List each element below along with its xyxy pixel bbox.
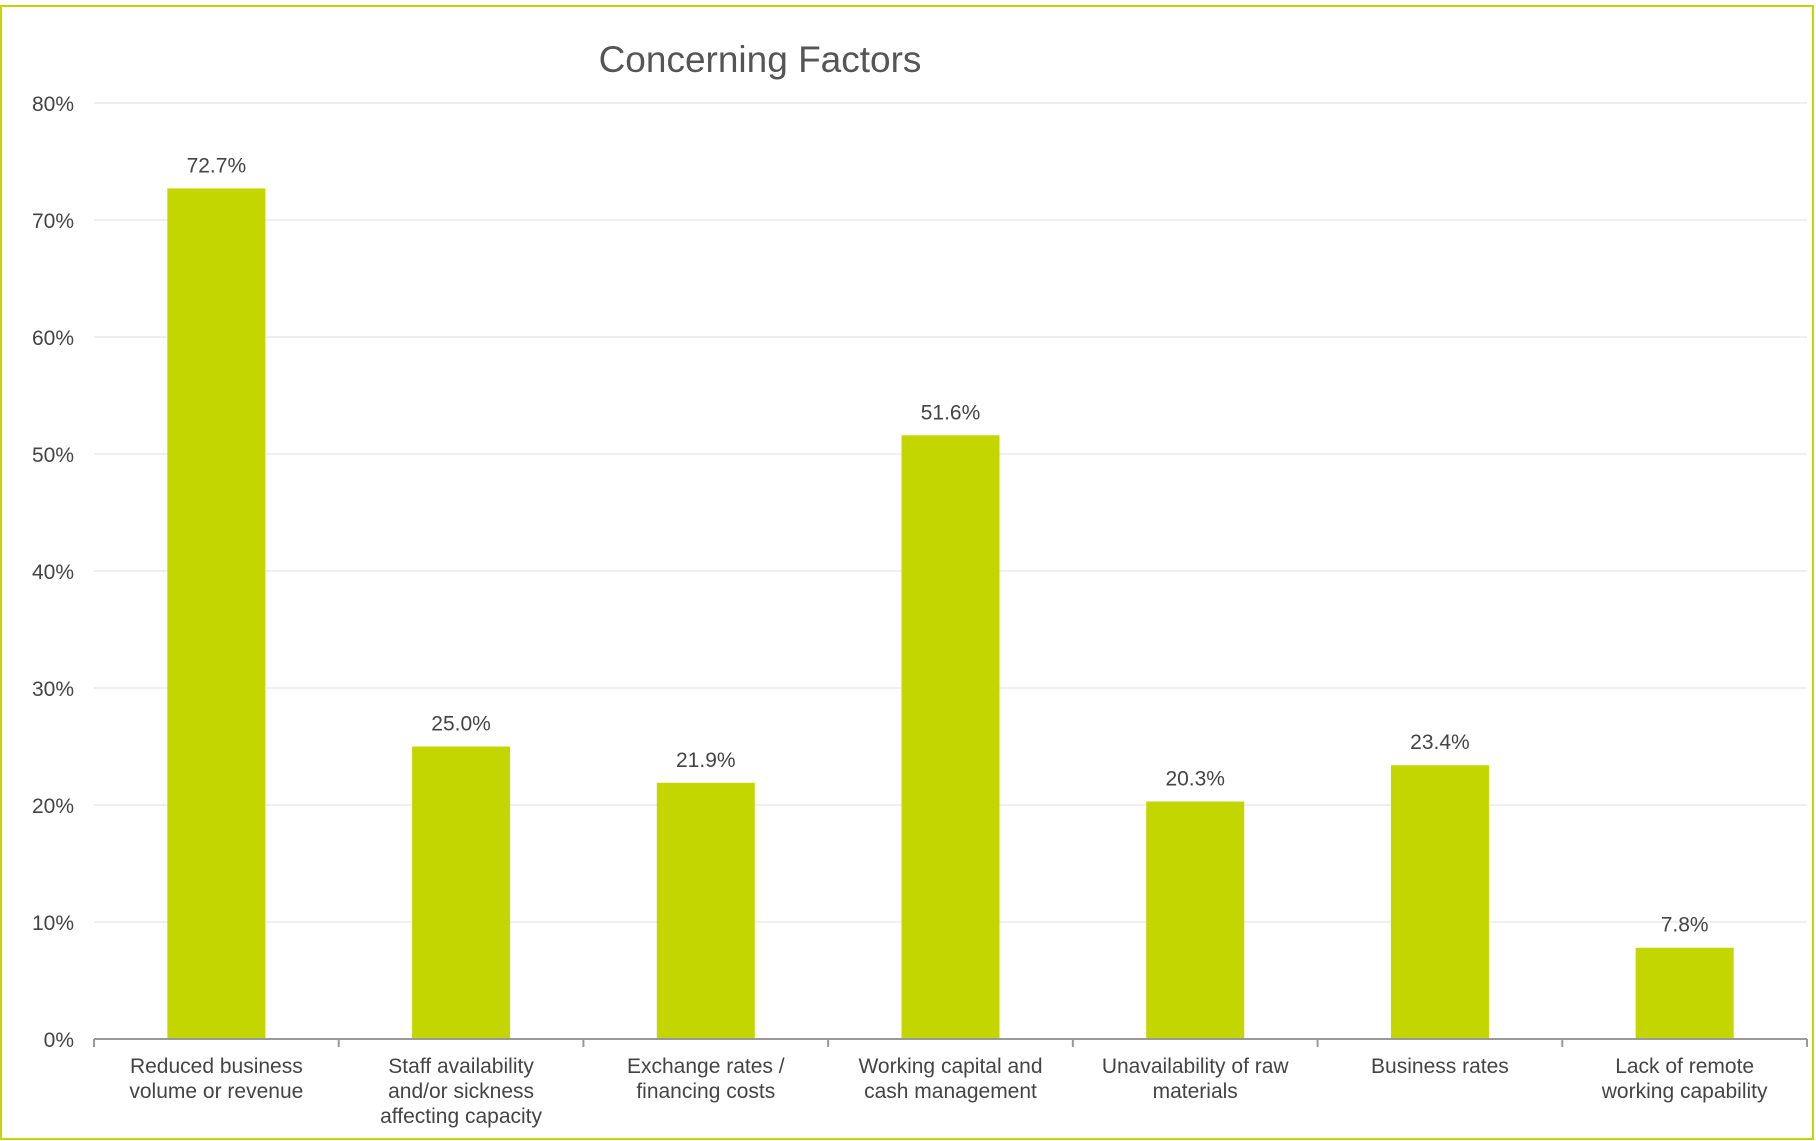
x-tick-label: materials	[1153, 1080, 1238, 1103]
chart-title: Concerning Factors	[599, 39, 922, 80]
bar	[901, 435, 1000, 1039]
gridlines	[94, 102, 1807, 923]
y-tick-label: 70%	[32, 210, 74, 233]
y-tick-label: 20%	[32, 795, 74, 818]
x-tick-label: Unavailability of raw	[1102, 1055, 1290, 1078]
bars	[167, 188, 1734, 1039]
x-tick-label: volume or revenue	[129, 1080, 303, 1103]
y-tick-label: 80%	[32, 93, 74, 116]
x-tick-label: cash management	[864, 1080, 1037, 1103]
x-tick-label: financing costs	[636, 1080, 775, 1103]
data-label: 20.3%	[1165, 767, 1225, 790]
x-axis	[93, 1038, 1808, 1047]
x-tick-label: and/or sickness	[388, 1080, 534, 1103]
bar	[1146, 801, 1245, 1039]
bar	[1390, 765, 1489, 1039]
data-label: 25.0%	[431, 713, 491, 736]
x-tick-label: Staff availability	[388, 1055, 534, 1078]
x-tick-label: Business rates	[1371, 1055, 1509, 1078]
bar	[412, 746, 511, 1039]
data-label: 51.6%	[921, 401, 981, 424]
y-tick-label: 10%	[32, 912, 74, 935]
data-label: 72.7%	[187, 154, 247, 177]
y-tick-label: 60%	[32, 327, 74, 350]
data-label: 21.9%	[676, 749, 736, 772]
y-tick-label: 40%	[32, 561, 74, 584]
y-tick-label: 50%	[32, 444, 74, 467]
data-label: 23.4%	[1410, 731, 1470, 754]
data-labels: 72.7% 25.0% 21.9% 51.6% 20.3% 23.4% 7.8%	[187, 154, 1709, 936]
y-axis-tick-labels: 0% 10% 20% 30% 40% 50% 60% 70% 80%	[32, 93, 74, 1052]
x-tick-label: working capability	[1601, 1080, 1768, 1103]
x-tick-label: Reduced business	[130, 1055, 303, 1078]
bar	[1635, 947, 1734, 1039]
x-tick-label: Working capital and	[858, 1055, 1042, 1078]
x-tick-label: Exchange rates /	[627, 1055, 785, 1078]
data-label: 7.8%	[1661, 914, 1709, 937]
x-tick-label: Lack of remote	[1615, 1055, 1754, 1078]
chart-border	[0, 5, 1814, 1140]
y-tick-label: 0%	[44, 1029, 74, 1052]
bar	[167, 188, 266, 1039]
bar	[656, 782, 755, 1039]
y-tick-label: 30%	[32, 678, 74, 701]
x-tick-label: affecting capacity	[380, 1105, 542, 1128]
